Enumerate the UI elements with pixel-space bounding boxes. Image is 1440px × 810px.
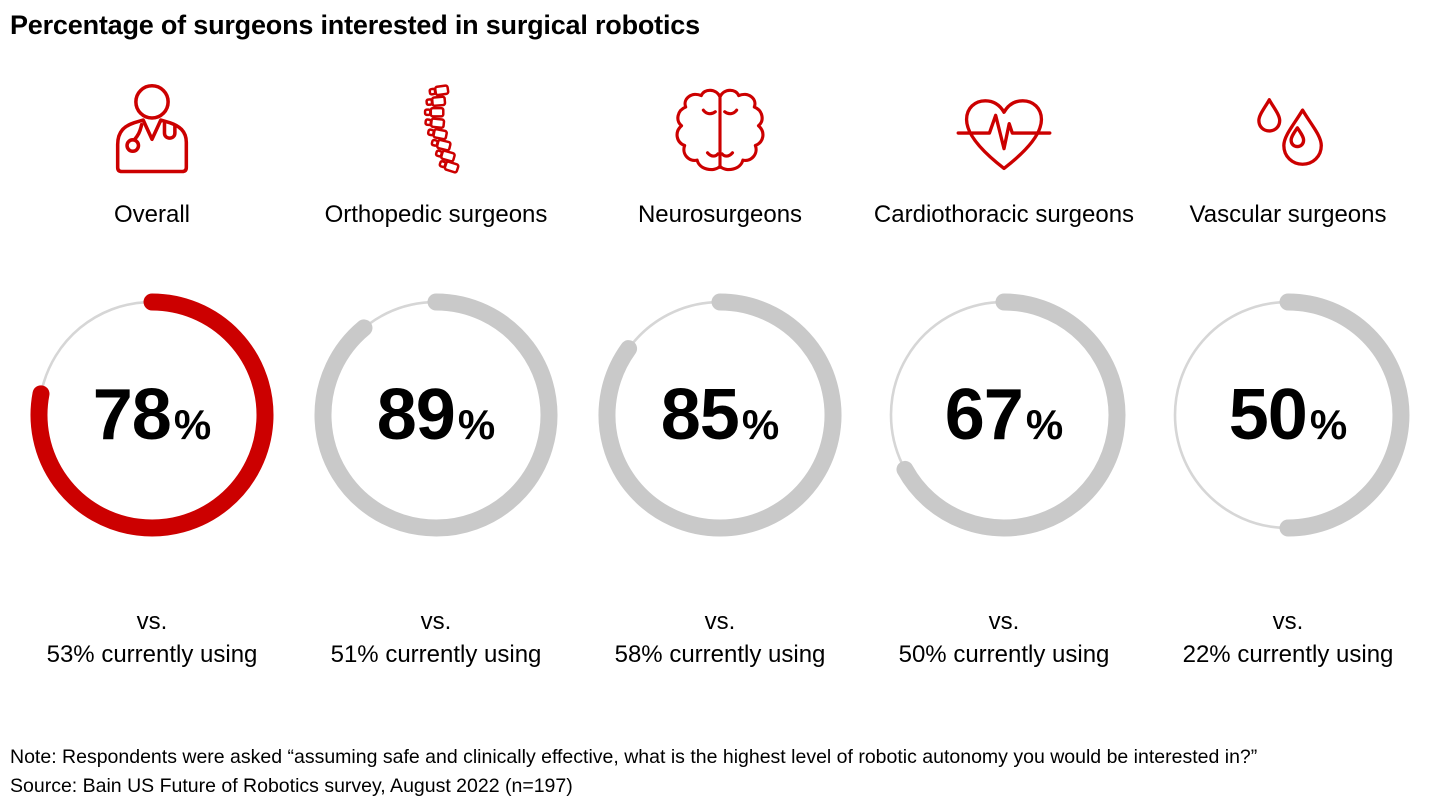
column-cardio: Cardiothoracic surgeons 67 % vs. 50% cur… [862, 71, 1146, 671]
donut-value: 78 % [92, 375, 212, 455]
comparison-text: vs. 53% currently using [46, 608, 258, 669]
note-text: Note: Respondents were asked “assuming s… [10, 746, 1258, 769]
column-vascular: Vascular surgeons 50 % vs. 22% currently… [1146, 71, 1430, 671]
category-label: Neurosurgeons [637, 201, 803, 228]
column-overall: Overall 78 % vs. 53% currently using [10, 71, 294, 671]
category-label: Cardiothoracic surgeons [873, 201, 1135, 228]
donut-orthopedic: 89 % [306, 285, 566, 545]
donut-columns: Overall 78 % vs. 53% currently using [10, 71, 1430, 671]
donut-cardio: 67 % [874, 285, 1134, 545]
category-label: Overall [113, 201, 191, 228]
donut-ring [1173, 293, 1410, 537]
category-label: Vascular surgeons [1189, 201, 1387, 228]
spine-icon [423, 84, 460, 174]
column-orthopedic: Orthopedic surgeons 89 % vs. 51% current… [294, 71, 578, 671]
comparison-text: vs. 58% currently using [614, 608, 826, 669]
donut-vascular: 50 % [1158, 285, 1418, 545]
donut-value: 85 % [660, 375, 780, 455]
donut-ring [889, 293, 1126, 537]
donut-ring [30, 293, 274, 537]
comparison-text: vs. 50% currently using [898, 608, 1110, 669]
column-neuro: Neurosurgeons 85 % vs. 58% currently usi… [578, 71, 862, 671]
donut-value: 89 % [376, 375, 496, 455]
blood-drops-icon [1257, 98, 1323, 166]
page-title: Percentage of surgeons interested in sur… [10, 10, 700, 40]
source-text: Source: Bain US Future of Robotics surve… [10, 774, 573, 797]
comparison-text: vs. 22% currently using [1182, 608, 1394, 669]
donut-value: 50 % [1228, 375, 1348, 455]
category-label: Orthopedic surgeons [324, 201, 548, 228]
donut-neuro: 85 % [590, 285, 850, 545]
donut-ring [314, 293, 558, 537]
donut-value: 67 % [944, 375, 1064, 455]
heart-ekg-icon [956, 99, 1052, 171]
comparison-text: vs. 51% currently using [330, 608, 542, 669]
brain-icon [675, 88, 765, 172]
doctor-icon [115, 83, 189, 174]
donut-overall: 78 % [22, 285, 282, 545]
donut-ring [598, 293, 842, 537]
footnote-block: Note: Respondents were asked “assuming s… [10, 743, 1257, 800]
